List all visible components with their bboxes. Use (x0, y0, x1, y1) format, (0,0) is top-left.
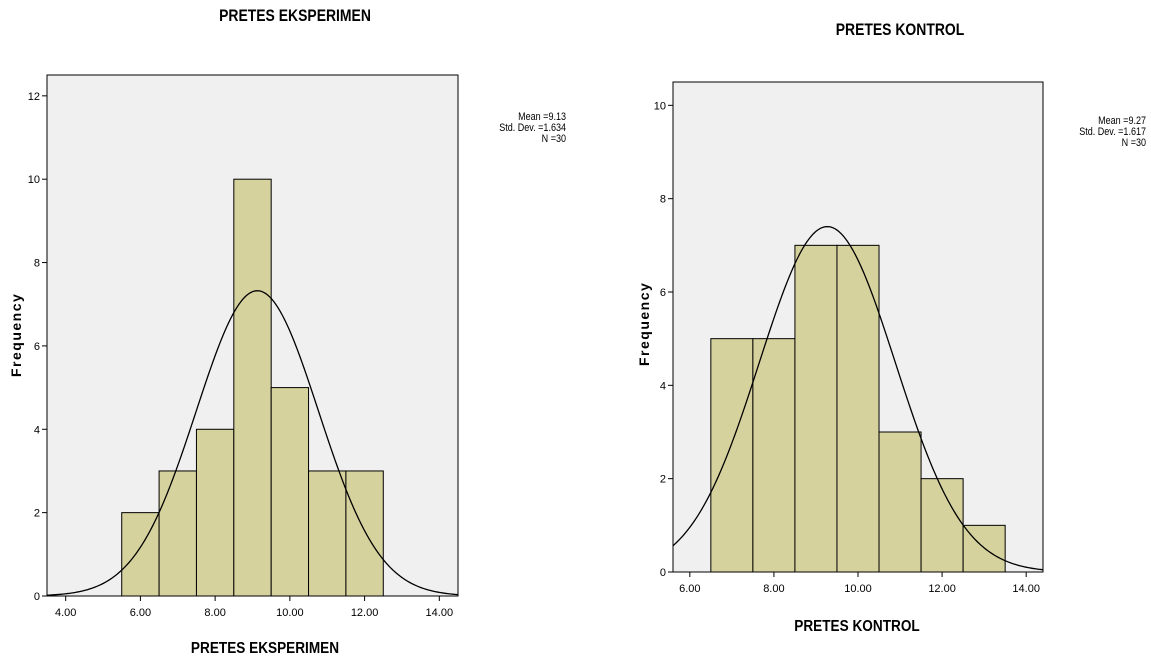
y-tick-label: 4 (34, 424, 40, 436)
y-tick-label: 4 (660, 380, 666, 392)
y-tick-label: 10 (28, 174, 40, 186)
x-tick-label: 4.00 (55, 607, 76, 619)
histogram-bar (233, 178, 272, 597)
stat-n: N =30 (1121, 137, 1146, 149)
stat-std-dev: Std. Dev. =1.617 (1079, 126, 1146, 138)
stats-box: Mean =9.13 Std. Dev. =1.634 N =30 (487, 112, 566, 145)
chart-title: PRETES EKSPERIMEN (219, 6, 371, 25)
y-tick-label: 2 (34, 508, 40, 520)
y-tick-label: 0 (34, 591, 40, 603)
stat-mean: Mean =9.27 (1098, 115, 1146, 127)
stat-n: N =30 (541, 133, 566, 145)
x-tick-label: 14.00 (426, 607, 454, 619)
x-tick-label: 6.00 (130, 607, 151, 619)
histogram-bar (308, 470, 347, 597)
histogram-bar (878, 431, 922, 573)
normal-curve (46, 290, 459, 596)
x-axis-label: PRETES EKSPERIMEN (190, 640, 340, 657)
plot-area: 0 2 4 6 8 10 12 4.00 6.00 8.00 10.00 12.00 14.00 (28, 74, 459, 619)
stat-std-dev: Std. Dev. =1.634 (499, 122, 566, 134)
histogram-bar (920, 478, 964, 573)
normal-curve (672, 225, 1044, 571)
chart-title: PRETES KONTROL (835, 20, 965, 39)
histogram-bar (195, 428, 235, 597)
histogram-bar (710, 338, 754, 573)
y-tick-label: 2 (660, 474, 666, 486)
y-tick-label: 12 (28, 91, 40, 103)
stat-mean: Mean =9.13 (518, 111, 566, 123)
y-tick-label: 0 (660, 567, 666, 579)
x-tick-label: 8.00 (204, 607, 225, 619)
x-tick-label: 6.00 (679, 583, 700, 595)
stats-box: Mean =9.27 Std. Dev. =1.617 N =30 (1067, 116, 1146, 149)
x-tick-label: 12.00 (351, 607, 379, 619)
plot-area: 0 2 4 6 8 10 6.00 8.00 10.00 12.00 14.00 (654, 81, 1044, 595)
histogram-bar (158, 470, 197, 597)
x-tick-label: 10.00 (844, 583, 872, 595)
histogram-bar (345, 470, 384, 597)
histogram-bar (270, 387, 310, 597)
y-tick-label: 8 (34, 258, 40, 270)
histogram-pretes-eksperimen: PRETES EKSPERIMEN Mean =9.13 Std. Dev. =… (8, 6, 566, 657)
x-tick-label: 12.00 (928, 583, 956, 595)
x-tick-label: 14.00 (1012, 583, 1040, 595)
y-tick-label: 6 (34, 341, 40, 353)
y-tick-label: 6 (660, 287, 666, 299)
histogram-bar (794, 244, 838, 573)
histogram-bar (836, 244, 880, 573)
x-tick-label: 10.00 (276, 607, 304, 619)
x-tick-label: 8.00 (763, 583, 784, 595)
x-axis-label: PRETES KONTROL (794, 618, 920, 635)
y-tick-label: 10 (654, 100, 666, 112)
y-tick-label: 8 (660, 194, 666, 206)
histogram-bar (752, 338, 796, 573)
histogram-pretes-kontrol: PRETES KONTROL Mean =9.27 Std. Dev. =1.6… (600, 0, 1151, 664)
